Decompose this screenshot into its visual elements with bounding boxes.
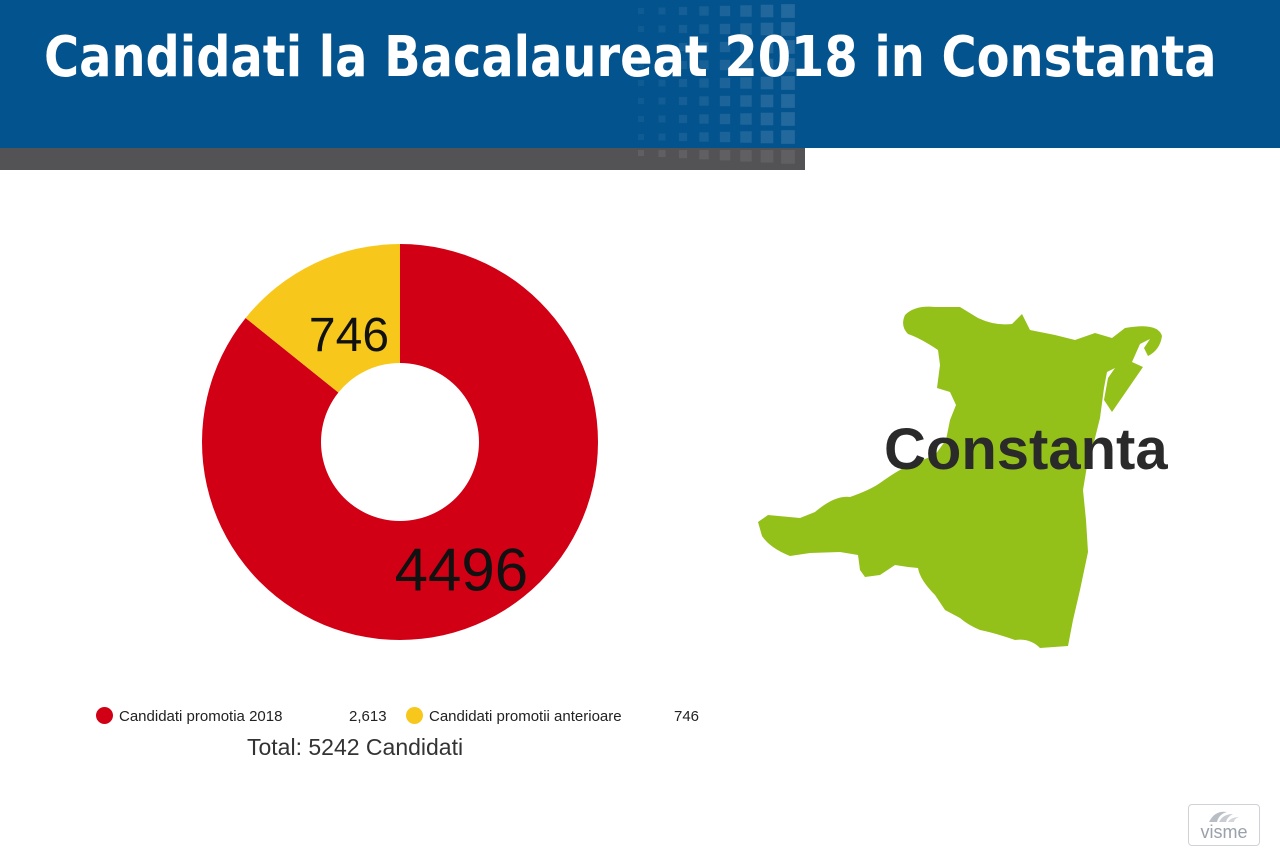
header-dot	[638, 134, 644, 140]
donut-slice-promotia-2018	[201, 244, 598, 640]
header-dot	[760, 40, 774, 54]
header-dot	[740, 95, 752, 107]
accent-dot	[658, 150, 666, 158]
header-dot	[638, 26, 644, 32]
header-dot	[699, 114, 709, 124]
header-dot	[678, 24, 688, 34]
legend-swatch-red	[96, 707, 113, 724]
header-dot	[740, 59, 752, 71]
accent-dot	[638, 150, 644, 156]
header-dot	[760, 58, 774, 72]
header-dot	[760, 130, 774, 144]
header-dot	[781, 76, 795, 90]
header-dot	[719, 95, 731, 107]
header-dot	[658, 61, 666, 69]
header-dot	[760, 22, 774, 36]
header-dot	[658, 79, 666, 87]
header-dot	[719, 5, 731, 17]
visme-logo[interactable]: visme	[1188, 804, 1260, 846]
header-dot	[740, 77, 752, 89]
accent-dot	[678, 150, 688, 159]
header-dot	[678, 78, 688, 88]
header-dot	[699, 96, 709, 106]
header-dot	[638, 98, 644, 104]
header-dot	[699, 42, 709, 52]
legend-value: 746	[674, 708, 700, 725]
header-dot	[760, 112, 774, 126]
header-banner: Candidati la Bacalaureat 2018 in Constan…	[0, 0, 1280, 148]
slice-value-label: 4496	[395, 537, 528, 604]
constanta-map-icon	[758, 306, 1162, 648]
legend-label: Candidati promotii anterioare	[429, 708, 622, 725]
header-dot	[658, 43, 666, 51]
header-dot	[719, 41, 731, 53]
header-dot	[781, 40, 795, 54]
header-dot	[678, 6, 688, 16]
header-dot	[781, 94, 795, 108]
header-dot	[638, 44, 644, 50]
donut-slice-promotii-anterioare	[245, 244, 400, 393]
header-dot	[781, 58, 795, 72]
visme-logo-text: visme	[1200, 822, 1248, 842]
header-dot	[740, 113, 752, 125]
header-dot	[760, 76, 774, 90]
page-title: Candidati la Bacalaureat 2018 in Constan…	[44, 25, 1217, 90]
header-dot	[719, 77, 731, 89]
header-dot	[699, 78, 709, 88]
total-label: Total: 5242 Candidati	[247, 734, 464, 760]
header-dot	[719, 113, 731, 125]
accent-dot	[719, 150, 731, 161]
header-dot	[638, 80, 644, 86]
header-dot	[678, 42, 688, 52]
header-dot	[781, 112, 795, 126]
header-dot	[699, 6, 709, 16]
header-dot	[740, 131, 752, 143]
header-dot	[678, 114, 688, 124]
accent-dot-pattern	[638, 150, 795, 164]
header-dot	[678, 96, 688, 106]
map-label: Constanta	[884, 417, 1168, 482]
legend-value: 2,613	[349, 708, 387, 725]
header-dot	[658, 115, 666, 123]
header-dot	[699, 60, 709, 70]
header-dot	[740, 5, 752, 17]
accent-dot	[740, 150, 752, 162]
header-dot	[719, 131, 731, 143]
legend-swatch-yellow	[406, 707, 423, 724]
header-dot	[781, 130, 795, 144]
header-dot	[699, 132, 709, 142]
accent-dot	[699, 150, 709, 160]
header-dot	[658, 7, 666, 15]
header-dot	[699, 24, 709, 34]
chart-legend: Candidati promotia 2018 2,613 Candidati …	[96, 706, 796, 728]
slice-value-label: 746	[309, 309, 389, 362]
header-dot	[638, 8, 644, 14]
header-dot	[678, 132, 688, 142]
header-dot	[658, 133, 666, 141]
accent-dot	[760, 150, 774, 163]
header-dot	[719, 23, 731, 35]
header-dot	[760, 94, 774, 108]
header-dot	[678, 60, 688, 70]
header-dot	[740, 41, 752, 53]
header-dot	[638, 62, 644, 68]
header-dot	[740, 23, 752, 35]
header-dot	[638, 116, 644, 122]
header-dot	[658, 25, 666, 33]
visme-logo-mark	[1209, 811, 1239, 822]
header-dot	[719, 59, 731, 71]
header-dot	[658, 97, 666, 105]
header-dot-pattern	[638, 4, 795, 144]
header-dot	[781, 22, 795, 36]
header-accent-bar	[0, 148, 805, 170]
legend-label: Candidati promotia 2018	[119, 708, 283, 725]
header-dot	[760, 4, 774, 18]
header-dot	[781, 4, 795, 18]
accent-dot	[781, 150, 795, 164]
